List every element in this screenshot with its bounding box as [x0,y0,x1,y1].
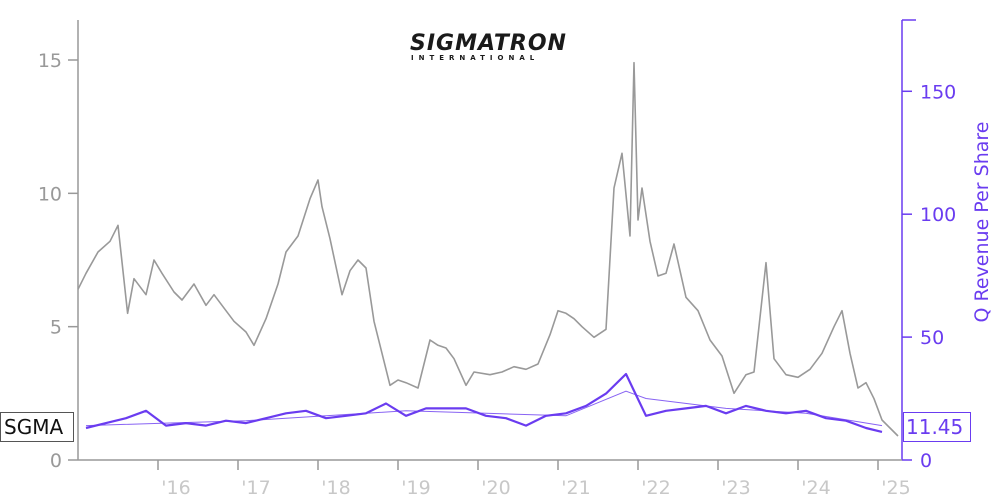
revenue-line [85,372,883,433]
y-tick-label-right: 100 [920,204,956,226]
logo-subtitle: INTERNATIONAL [411,54,539,62]
y-tick-label-left: 15 [38,50,62,72]
y-tick-label-left: 0 [50,450,62,472]
x-tick-label: '21 [561,477,590,499]
y-tick-label-left: 10 [38,183,62,205]
x-tick-label: '19 [401,477,430,499]
x-tick-label: '24 [801,477,830,499]
company-logo: SIGMATRON INTERNATIONAL [410,31,567,62]
x-tick-label: '16 [161,477,190,499]
x-tick-label: '18 [321,477,350,499]
ticker-label: SGMA [0,412,74,442]
y-tick-label-right: 50 [920,327,944,349]
logo-wordmark: SIGMATRON [410,31,567,56]
x-tick-label: '17 [241,477,270,499]
revenue-series [85,372,883,433]
x-tick-label: '22 [641,477,670,499]
y-axis-right-label: Q Revenue Per Share [971,122,993,323]
y-tick-label-left: 5 [50,317,62,339]
y-tick-label-right: 0 [920,450,932,472]
last-value-label: 11.45 [903,412,971,442]
revenue-trend-line [85,390,883,427]
x-tick-label: '20 [481,477,510,499]
y-tick-label-right: 150 [920,81,956,103]
x-tick-label: '23 [721,477,750,499]
price-series [77,61,899,437]
x-tick-label: '25 [881,477,910,499]
price-line [77,61,899,437]
